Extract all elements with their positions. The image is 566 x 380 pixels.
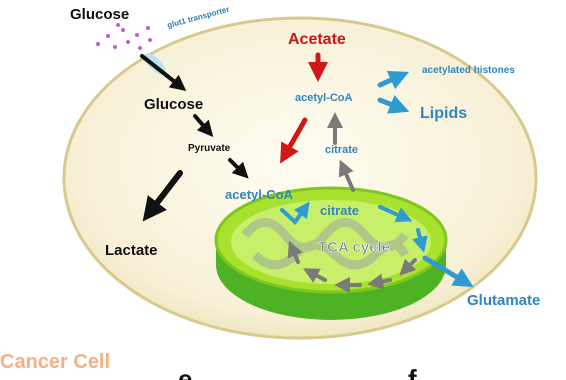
label: Lipids (420, 105, 467, 122)
label: acetyl-CoA (295, 92, 353, 104)
label: Lactate (105, 242, 158, 259)
label: Glucose (144, 96, 203, 113)
label: citrate (325, 144, 358, 156)
arrows (140, 52, 474, 293)
label: Glucose (70, 6, 129, 23)
label: Cancer Cell (0, 351, 110, 373)
panel-letter: f (408, 364, 417, 380)
mitochondrion (214, 186, 448, 320)
label: TCA cycle (318, 239, 390, 256)
label: Glutamate (467, 292, 540, 309)
label: Acetate (288, 31, 346, 48)
label: Pyruvate (188, 143, 231, 154)
glucose-molecules (96, 23, 152, 50)
label: acetylated histones (422, 65, 515, 76)
label: citrate (320, 203, 359, 218)
panel-letter: e (178, 364, 192, 380)
label: acetyl-CoA (225, 187, 294, 202)
